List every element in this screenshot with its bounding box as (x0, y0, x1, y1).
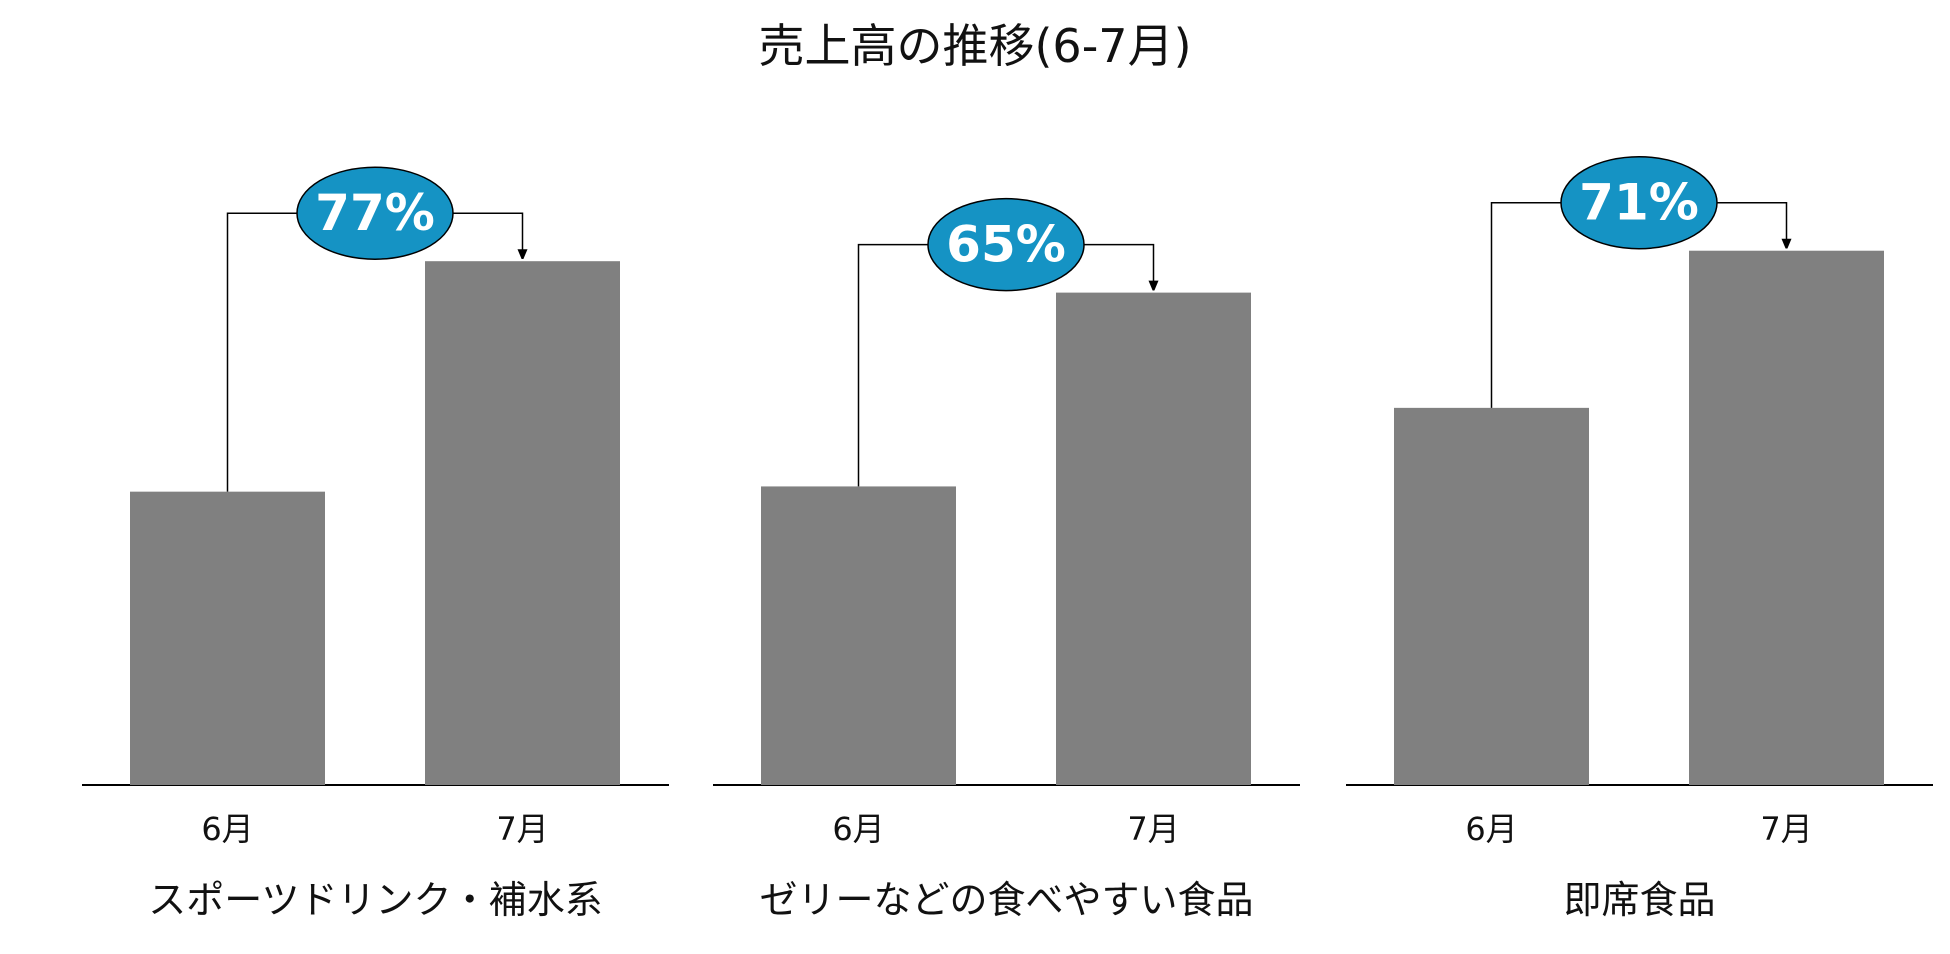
growth-badge-label: 71% (1579, 174, 1699, 232)
bar-2-7月 (1056, 292, 1251, 785)
bar-3-7月 (1689, 250, 1884, 785)
bar-1-7月 (425, 261, 620, 785)
x-tick-label: 6月 (1465, 810, 1517, 848)
growth-badge (296, 166, 454, 260)
bar-1-6月 (130, 491, 325, 785)
x-tick-label: 6月 (832, 810, 884, 848)
bar-2-6月 (761, 486, 956, 785)
growth-badge (1560, 155, 1718, 250)
x-tick-label: 7月 (1127, 810, 1179, 848)
chart-title: 売上高の推移(6-7月) (758, 19, 1192, 73)
group-label: 即席食品 (1563, 878, 1715, 922)
group-label: スポーツドリンク・補水系 (148, 878, 602, 922)
x-tick-label: 7月 (1760, 810, 1812, 848)
x-tick-label: 6月 (201, 810, 253, 848)
growth-badge (927, 197, 1085, 292)
group-label: ゼリーなどの食べやすい食品 (759, 878, 1253, 922)
bar-3-6月 (1394, 407, 1589, 785)
x-tick-label: 7月 (496, 810, 548, 848)
growth-badge-label: 77% (315, 184, 435, 242)
growth-badge-label: 65% (946, 216, 1066, 274)
